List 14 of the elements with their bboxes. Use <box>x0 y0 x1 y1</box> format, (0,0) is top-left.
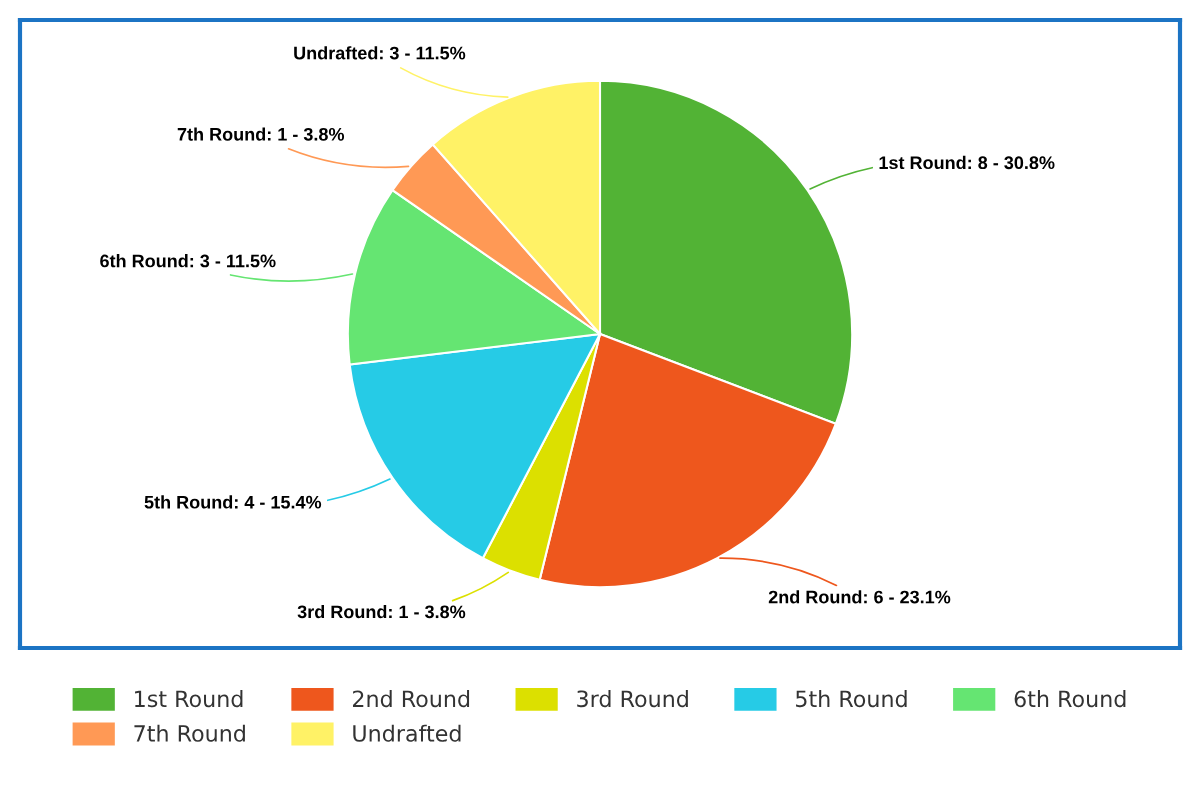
data-label: 7th Round: 1 - 3.8% <box>177 127 345 141</box>
data-label: 6th Round: 3 - 11.5% <box>100 254 276 268</box>
data-label: 2nd Round: 6 - 23.1% <box>768 590 951 604</box>
legend-label: 3rd Round <box>577 690 688 708</box>
data-label: 3rd Round: 1 - 3.8% <box>297 604 466 619</box>
legend-label: 1st Round <box>135 690 243 708</box>
legend-label: Undrafted <box>353 724 461 742</box>
legend-label: 2nd Round <box>352 690 470 708</box>
data-label: 1st Round: 8 - 30.8% <box>879 155 1055 170</box>
data-label: 5th Round: 4 - 15.4% <box>144 495 322 509</box>
legend-label: 6th Round <box>1014 690 1126 708</box>
data-label: Undrafted: 3 - 11.5% <box>294 46 466 60</box>
legend-label: 5th Round <box>796 690 907 708</box>
legend-label: 7th Round <box>134 724 245 742</box>
